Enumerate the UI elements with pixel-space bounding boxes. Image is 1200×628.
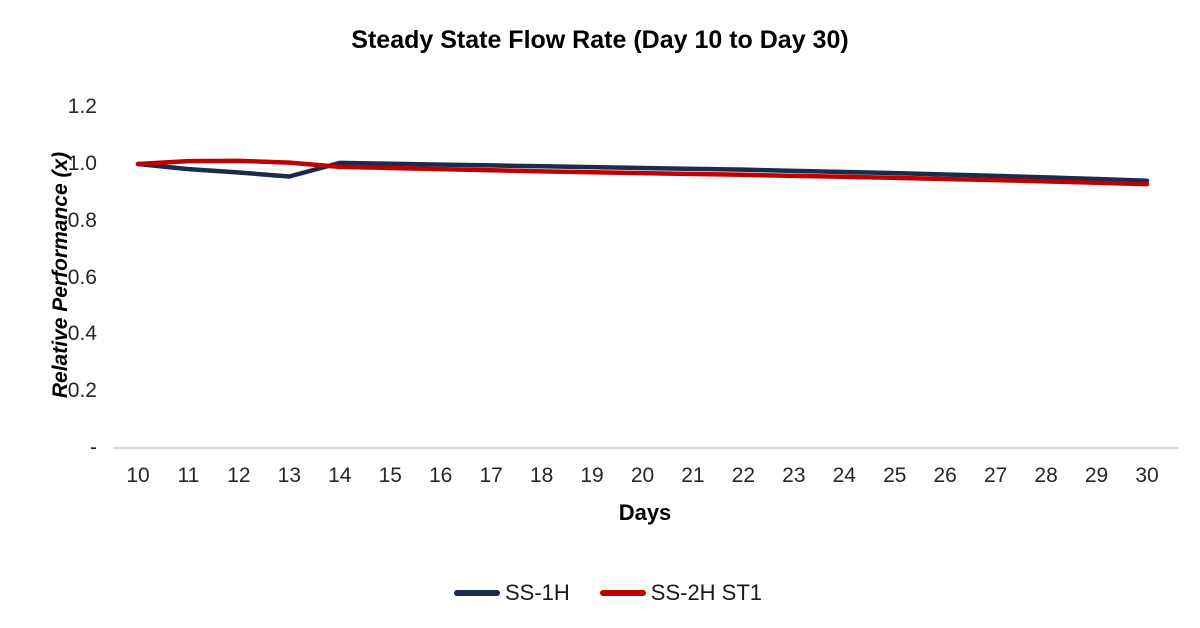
series-line-ss-2h-st1 xyxy=(135,158,1150,187)
x-tick-label-18: 18 xyxy=(529,464,554,487)
x-tick-label-22: 22 xyxy=(731,464,756,487)
x-tick-label-25: 25 xyxy=(883,464,907,487)
x-tick-label-12: 12 xyxy=(227,464,251,487)
x-tick-label-16: 16 xyxy=(429,464,453,487)
x-tick-label-10: 10 xyxy=(126,464,150,487)
x-tick-label-17: 17 xyxy=(479,464,503,487)
x-tick-label-19: 19 xyxy=(580,464,604,487)
y-tick-label--: - xyxy=(90,436,97,459)
legend-label-ss-2h-st1: SS-2H ST1 xyxy=(650,580,763,605)
legend-line-swatch-ss-2h-st1 xyxy=(599,590,646,596)
chart-title: Steady State Flow Rate (Day 10 to Day 30… xyxy=(351,26,849,54)
y-tick-label-0.4: 0.4 xyxy=(67,322,97,346)
y-tick-label-0.6: 0.6 xyxy=(67,265,97,289)
y-tick-label-0.8: 0.8 xyxy=(67,208,97,232)
x-tick-label-28: 28 xyxy=(1034,464,1058,487)
legend-label-ss-1h: SS-1H xyxy=(504,580,570,605)
x-tick-label-11: 11 xyxy=(177,464,200,487)
x-tick-label-23: 23 xyxy=(782,464,806,487)
x-tick-label-20: 20 xyxy=(630,464,655,487)
y-tick-label-0.2: 0.2 xyxy=(67,379,97,403)
x-tick-label-29: 29 xyxy=(1084,464,1109,487)
y-tick-label-1.0: 1.0 xyxy=(67,152,97,175)
legend-item-ss-2h-st1: SS-2H ST1 xyxy=(599,580,763,606)
x-tick-label-27: 27 xyxy=(983,464,1008,487)
legend-line-swatch-ss-1h xyxy=(453,590,500,596)
legend-item-ss-1h: SS-1H xyxy=(453,580,570,606)
x-tick-label-15: 15 xyxy=(378,464,402,487)
y-tick-label-1.2: 1.2 xyxy=(67,95,97,119)
legend: SS-1H SS-2H ST1 xyxy=(0,580,1200,606)
x-axis-title: Days xyxy=(618,500,672,525)
series-line-ss-1h xyxy=(135,160,1150,184)
x-tick-label-24: 24 xyxy=(832,464,856,487)
x-tick-label-21: 21 xyxy=(681,464,705,487)
x-tick-label-14: 14 xyxy=(328,464,352,487)
x-tick-label-30: 30 xyxy=(1135,464,1159,487)
x-tick-label-26: 26 xyxy=(933,464,957,487)
x-tick-label-13: 13 xyxy=(277,464,302,487)
